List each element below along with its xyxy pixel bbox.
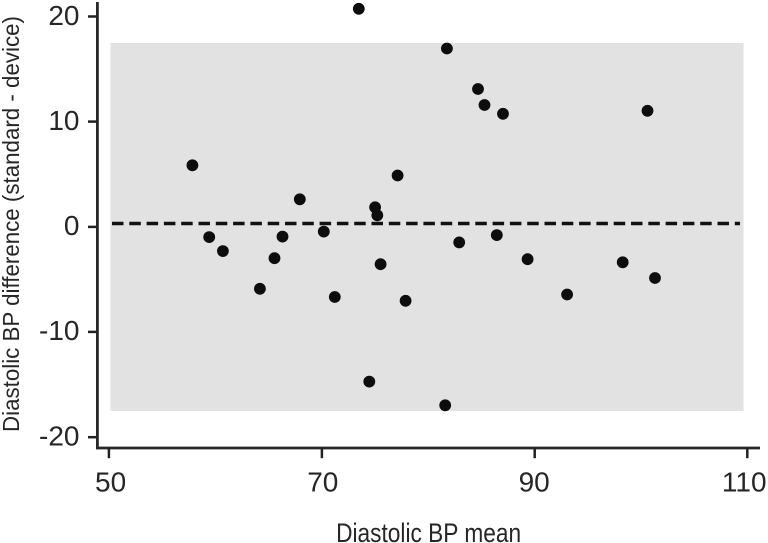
svg-text:110: 110 [722,467,767,498]
svg-text:Diastolic BP mean: Diastolic BP mean [336,518,521,543]
svg-text:-10: -10 [39,315,79,346]
svg-text:0: 0 [64,210,80,241]
svg-text:Diastolic BP difference (stand: Diastolic BP difference (standard - devi… [0,16,24,432]
svg-text:70: 70 [307,467,338,498]
svg-text:50: 50 [95,467,126,498]
svg-text:20: 20 [48,0,79,31]
svg-text:90: 90 [519,467,550,498]
svg-text:-20: -20 [39,421,79,452]
svg-text:10: 10 [48,105,79,136]
